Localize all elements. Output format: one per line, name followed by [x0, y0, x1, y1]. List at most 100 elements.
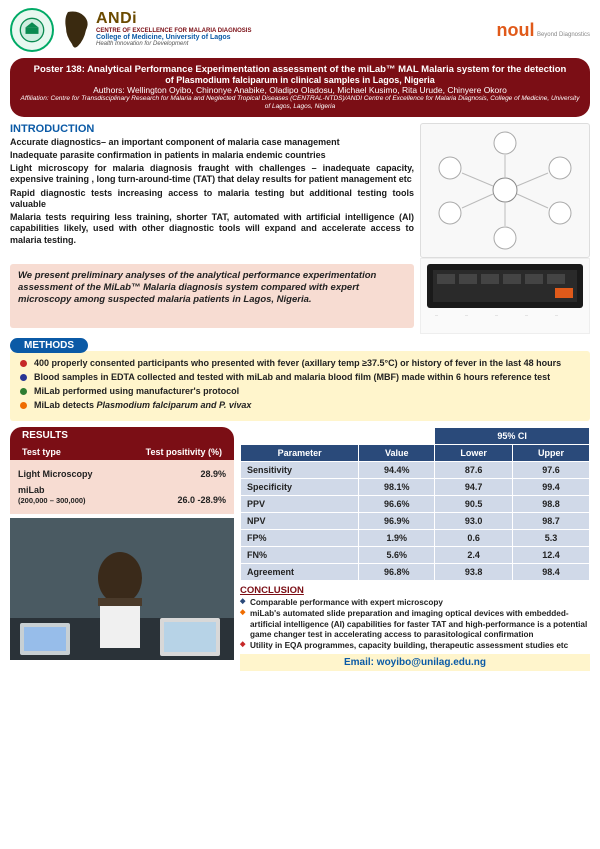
stats-cell: 90.5	[435, 496, 513, 513]
methods-section: METHODS 400 properly consented participa…	[10, 338, 590, 422]
stats-cell: 2.4	[435, 547, 513, 564]
svg-text:—: —	[555, 313, 558, 317]
stats-cell: 1.9%	[359, 530, 435, 547]
results-type-1: miLab (200,000 – 300,000)	[18, 485, 177, 505]
methods-heading: METHODS	[10, 338, 88, 353]
device-screenshot: —————	[420, 258, 590, 334]
stats-table: 95% CI Parameter Value Lower Upper Sensi…	[240, 427, 590, 581]
andi-brand: ANDi	[96, 10, 251, 28]
conclusion-2: miLab's automated slide preparation and …	[240, 609, 590, 640]
stats-cell: FN%	[241, 547, 359, 564]
stats-row-2: PPV96.6%90.598.8	[241, 496, 590, 513]
stats-cell: 98.1%	[359, 479, 435, 496]
results-left: RESULTS Test type Test positivity (%) Li…	[10, 427, 234, 671]
stats-h-lower: Lower	[435, 445, 513, 462]
method-item-1: 400 properly consented participants who …	[20, 357, 580, 369]
method-item-2: Blood samples in EDTA collected and test…	[20, 371, 580, 383]
stats-cell: 0.6	[435, 530, 513, 547]
results-row-0: Light Microscopy 28.9%	[18, 466, 226, 482]
method-4a: MiLab detects	[34, 400, 97, 410]
stats-cell: 93.8	[435, 564, 513, 581]
stats-cell: NPV	[241, 513, 359, 530]
results-row-1: miLab (200,000 – 300,000) 26.0 -28.9%	[18, 482, 226, 508]
stats-header-row: Parameter Value Lower Upper	[241, 445, 590, 462]
results-type-0: Light Microscopy	[18, 469, 200, 479]
stats-row-6: Agreement96.8%93.898.4	[241, 564, 590, 581]
svg-text:—: —	[495, 313, 498, 317]
results-pos-0: 28.9%	[200, 469, 226, 479]
poster-page: ANDi CENTRE OF EXCELLENCE FOR MALARIA DI…	[0, 0, 600, 679]
stats-cell: 96.8%	[359, 564, 435, 581]
stats-h-param: Parameter	[241, 445, 359, 462]
results-pos-1: 26.0 -28.9%	[177, 495, 226, 505]
results-type-1-label: miLab	[18, 485, 45, 495]
stats-cell: 94.7	[435, 479, 513, 496]
method-4b: Plasmodium falciparum and P. vivax	[97, 400, 252, 410]
stats-cell: 98.4	[513, 564, 590, 581]
intro-p4: Rapid diagnostic tests increasing access…	[10, 188, 414, 211]
poster-title-2: of Plasmodium falciparum in clinical sam…	[20, 75, 580, 85]
title-banner: Poster 138: Analytical Performance Exper…	[10, 58, 590, 117]
stats-cell: 98.7	[513, 513, 590, 530]
results-type-1-note: (200,000 – 300,000)	[18, 496, 86, 505]
stats-cell: 97.6	[513, 462, 590, 479]
intro-p2: Inadequate parasite confirmation in pati…	[10, 150, 414, 161]
stats-cell: 5.6%	[359, 547, 435, 564]
conclusion-heading: CONCLUSION	[240, 585, 590, 596]
intro-text: INTRODUCTION Accurate diagnostics– an im…	[10, 123, 414, 258]
stats-cell: Sensitivity	[241, 462, 359, 479]
intro-p1: Accurate diagnostics– an important compo…	[10, 137, 414, 148]
stats-row-1: Specificity98.1%94.799.4	[241, 479, 590, 496]
results-columns: Test type Test positivity (%)	[10, 444, 234, 460]
noul-brand: noul	[496, 20, 534, 40]
stats-ci-row: 95% CI	[241, 428, 590, 445]
summary-row: We present preliminary analyses of the a…	[10, 258, 590, 334]
header-row: ANDi CENTRE OF EXCELLENCE FOR MALARIA DI…	[10, 8, 590, 52]
intro-heading: INTRODUCTION	[10, 123, 414, 135]
method-item-3: MiLab performed using manufacturer's pro…	[20, 385, 580, 397]
stats-cell: 96.6%	[359, 496, 435, 513]
poster-affiliation: Affiliation: Centre for Transdisciplinar…	[20, 95, 580, 111]
stats-cell: FP%	[241, 530, 359, 547]
conclusion-section: CONCLUSION Comparable performance with e…	[240, 585, 590, 651]
university-logo	[10, 8, 54, 52]
stats-cell: 5.3	[513, 530, 590, 547]
stats-cell: 99.4	[513, 479, 590, 496]
andi-line3: Health Innovation for Development	[96, 41, 251, 47]
stats-cell: 96.9%	[359, 513, 435, 530]
results-heading: RESULTS	[22, 430, 222, 441]
africa-icon	[60, 10, 92, 50]
results-section: RESULTS Test type Test positivity (%) Li…	[10, 427, 590, 671]
poster-authors: Authors: Wellington Oyibo, Chinonye Anab…	[20, 85, 580, 95]
intro-p3: Light microscopy for malaria diagnosis f…	[10, 163, 414, 186]
stats-cell: 93.0	[435, 513, 513, 530]
stats-ci-label: 95% CI	[435, 428, 590, 445]
stats-row-5: FN%5.6%2.412.4	[241, 547, 590, 564]
email-bar: Email: woyibo@unilag.edu.ng	[240, 654, 590, 671]
stats-row-0: Sensitivity94.4%87.697.6	[241, 462, 590, 479]
poster-title-1: Poster 138: Analytical Performance Exper…	[20, 64, 580, 75]
stats-cell: Agreement	[241, 564, 359, 581]
method-item-4: MiLab detects Plasmodium falciparum and …	[20, 399, 580, 411]
noul-sub: Beyond Diagnostics	[537, 32, 590, 38]
results-header: RESULTS	[10, 427, 234, 444]
lab-photo	[10, 518, 234, 660]
intro-p5: Malaria tests requiring less training, s…	[10, 212, 414, 246]
stats-h-upper: Upper	[513, 445, 590, 462]
workflow-diagram	[420, 123, 590, 258]
stats-h-value: Value	[359, 445, 435, 462]
intro-row: INTRODUCTION Accurate diagnostics– an im…	[10, 123, 590, 258]
stats-row-3: NPV96.9%93.098.7	[241, 513, 590, 530]
stats-cell: 94.4%	[359, 462, 435, 479]
stats-cell: 98.8	[513, 496, 590, 513]
stats-cell: PPV	[241, 496, 359, 513]
stats-cell: 12.4	[513, 547, 590, 564]
svg-text:—: —	[435, 313, 438, 317]
conclusion-3: Utility in EQA programmes, capacity buil…	[240, 641, 590, 651]
results-col2: Test positivity (%)	[146, 447, 222, 457]
andi-block: ANDi CENTRE OF EXCELLENCE FOR MALARIA DI…	[60, 10, 251, 50]
svg-text:—: —	[465, 313, 468, 317]
stats-cell: 87.6	[435, 462, 513, 479]
stats-cell: Specificity	[241, 479, 359, 496]
conclusion-1: Comparable performance with expert micro…	[240, 598, 590, 608]
